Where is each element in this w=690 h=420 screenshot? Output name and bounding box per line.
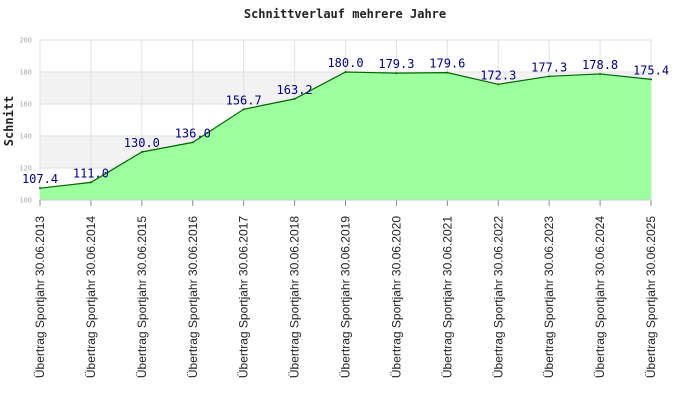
data-point xyxy=(548,75,551,78)
x-tick-label: Übertrag Sportjahr 30.06.2018 xyxy=(288,216,302,378)
chart-title: Schnittverlauf mehrere Jahre xyxy=(244,7,446,21)
x-tick-label: Übertrag Sportjahr 30.06.2020 xyxy=(389,216,403,378)
data-point xyxy=(497,83,500,86)
y-axis-label: Schnitt xyxy=(2,96,16,147)
data-point xyxy=(293,97,296,100)
data-point xyxy=(395,72,398,75)
y-tick-label: 140 xyxy=(19,133,32,141)
y-tick-label: 120 xyxy=(19,165,32,173)
data-point xyxy=(89,181,92,184)
x-tick-label: Übertrag Sportjahr 30.06.2014 xyxy=(84,216,98,378)
data-point xyxy=(140,151,143,153)
plot-area: 100 120 140 160 180 200 107.4 111.0 130.0 136.0 15… xyxy=(19,37,669,379)
data-label: 177.3 xyxy=(531,60,567,74)
y-tick-label: 160 xyxy=(19,101,32,109)
area-fill xyxy=(40,72,651,200)
data-point xyxy=(599,72,602,75)
x-tick-label: Übertrag Sportjahr 30.06.2022 xyxy=(491,216,505,378)
x-tick-label: Übertrag Sportjahr 30.06.2023 xyxy=(542,216,556,378)
data-point xyxy=(344,71,347,73)
data-label: 179.6 xyxy=(429,57,465,71)
data-point xyxy=(242,108,245,111)
y-tick-label: 180 xyxy=(19,69,32,77)
data-label: 180.0 xyxy=(327,56,363,70)
y-tick-label: 100 xyxy=(19,197,32,205)
x-tick-label: Übertrag Sportjahr 30.06.2019 xyxy=(339,216,353,378)
x-tick-label: Übertrag Sportjahr 30.06.2024 xyxy=(593,216,607,378)
data-point xyxy=(446,71,449,74)
data-label: 179.3 xyxy=(378,57,414,71)
data-label: 130.0 xyxy=(124,136,160,150)
x-tick-label: Übertrag Sportjahr 30.06.2013 xyxy=(33,216,47,378)
x-tick-label: Übertrag Sportjahr 30.06.2017 xyxy=(237,216,251,378)
data-label: 156.7 xyxy=(226,93,262,107)
x-tick-label: Übertrag Sportjahr 30.06.2016 xyxy=(186,216,200,378)
data-label: 172.3 xyxy=(480,68,516,82)
data-label: 175.4 xyxy=(633,63,669,77)
x-tick-label: Übertrag Sportjahr 30.06.2021 xyxy=(440,216,454,378)
data-point xyxy=(650,78,652,81)
data-label: 178.8 xyxy=(582,58,618,72)
data-label: 111.0 xyxy=(73,166,109,180)
data-label: 107.4 xyxy=(22,172,58,186)
data-point xyxy=(39,187,41,190)
y-tick-label: 200 xyxy=(19,37,32,45)
data-label: 136.0 xyxy=(175,126,211,140)
data-point xyxy=(191,141,194,144)
data-label: 163.2 xyxy=(277,83,313,97)
x-tick-label: Übertrag Sportjahr 30.06.2015 xyxy=(135,216,149,378)
x-tick-label: Übertrag Sportjahr 30.06.2025 xyxy=(644,216,658,378)
